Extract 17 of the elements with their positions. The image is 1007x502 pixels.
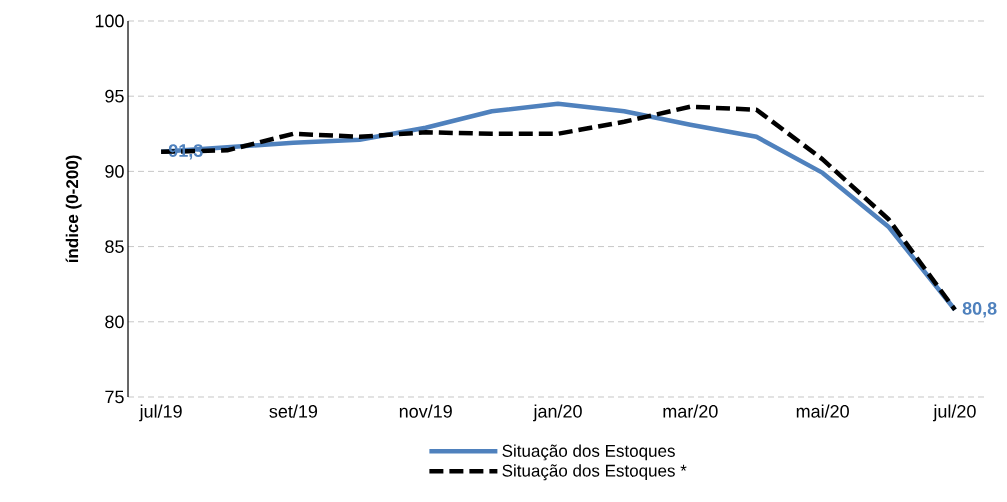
x-tick-label: jan/20	[533, 404, 582, 422]
x-tick-label: jul/19	[139, 404, 182, 422]
x-tick-label: jul/20	[932, 404, 976, 422]
data-label: 80,8	[962, 302, 997, 318]
y-tick-label: 75	[105, 390, 124, 404]
legend-label: Situação dos Estoques	[502, 444, 675, 461]
x-tick-label: mai/20	[796, 404, 849, 418]
legend-label: Situação dos Estoques *	[502, 464, 687, 481]
y-tick-label: 85	[105, 240, 124, 253]
y-tick-label: 90	[105, 165, 124, 178]
y-tick-label: 95	[105, 89, 124, 103]
y-tick-label: 80	[105, 315, 124, 329]
x-tick-label: nov/19	[399, 404, 452, 418]
x-tick-label: mar/20	[663, 404, 718, 418]
y-axis-title: índice (0-200)	[65, 155, 82, 263]
y-tick-label: 100	[95, 14, 124, 28]
x-tick-label: set/19	[269, 404, 318, 418]
